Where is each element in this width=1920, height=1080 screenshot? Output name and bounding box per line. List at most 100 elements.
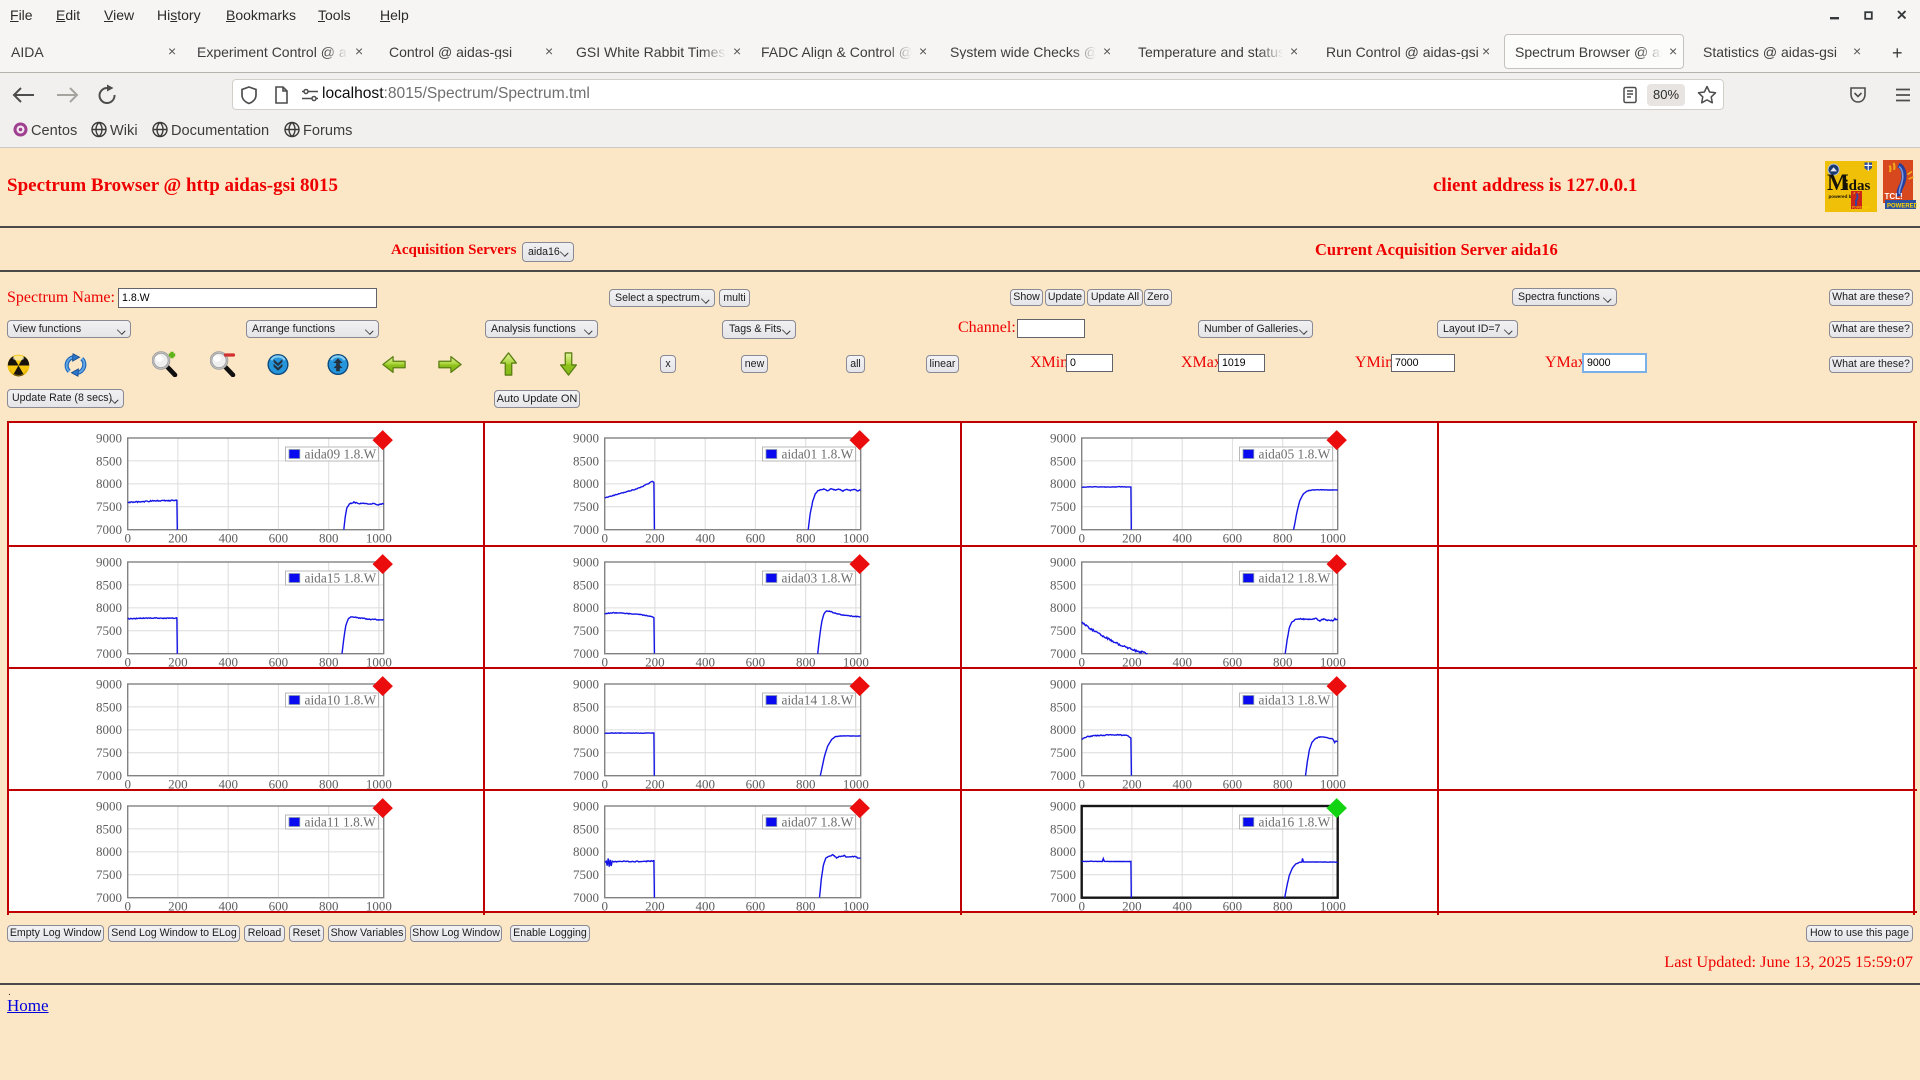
svg-text:200: 200 [168,776,188,791]
svg-text:0: 0 [601,654,608,669]
svg-text:200: 200 [168,898,188,913]
svg-text:7000: 7000 [573,522,599,537]
svg-text:aida14 1.8.W: aida14 1.8.W [781,692,853,707]
svg-text:7000: 7000 [573,768,599,783]
svg-text:600: 600 [1222,530,1242,545]
svg-text:400: 400 [218,530,238,545]
svg-text:400: 400 [1172,898,1192,913]
svg-text:7500: 7500 [573,745,599,760]
svg-text:400: 400 [1172,654,1192,669]
svg-text:0: 0 [1078,776,1085,791]
svg-text:8000: 8000 [96,722,122,737]
svg-text:600: 600 [745,776,765,791]
svg-text:8000: 8000 [573,722,599,737]
svg-text:9000: 9000 [96,430,122,445]
svg-text:200: 200 [1122,530,1142,545]
svg-text:1000: 1000 [366,898,392,913]
svg-text:aida11 1.8.W: aida11 1.8.W [305,814,377,829]
svg-text:8500: 8500 [573,453,599,468]
svg-text:7000: 7000 [96,522,122,537]
svg-text:0: 0 [1078,898,1085,913]
svg-text:8500: 8500 [573,821,599,836]
svg-text:7500: 7500 [1050,745,1076,760]
svg-text:8000: 8000 [96,476,122,491]
svg-text:200: 200 [1122,776,1142,791]
svg-text:9000: 9000 [96,798,122,813]
svg-text:aida10 1.8.W: aida10 1.8.W [305,692,377,707]
svg-text:aida13 1.8.W: aida13 1.8.W [1258,692,1330,707]
svg-text:0: 0 [124,530,131,545]
svg-text:8000: 8000 [1050,600,1076,615]
svg-text:400: 400 [1172,776,1192,791]
svg-text:8500: 8500 [573,577,599,592]
svg-text:200: 200 [645,530,665,545]
svg-text:M: M [1827,170,1849,195]
svg-text:8500: 8500 [96,453,122,468]
svg-text:1000: 1000 [1319,898,1345,913]
svg-text:1000: 1000 [366,654,392,669]
svg-text:7500: 7500 [1050,867,1076,882]
svg-text:aida09 1.8.W: aida09 1.8.W [305,446,377,461]
svg-text:400: 400 [218,898,238,913]
svg-text:1000: 1000 [1319,776,1345,791]
svg-text:600: 600 [1222,776,1242,791]
svg-text:7000: 7000 [96,768,122,783]
svg-text:TCL!: TCL! [1885,192,1903,201]
svg-text:1000: 1000 [842,530,868,545]
svg-text:600: 600 [269,530,289,545]
svg-text:8500: 8500 [96,699,122,714]
svg-text:aida16 1.8.W: aida16 1.8.W [1258,814,1330,829]
svg-text:8000: 8000 [573,476,599,491]
svg-text:9000: 9000 [1050,676,1076,691]
svg-text:7000: 7000 [1050,522,1076,537]
svg-text:800: 800 [795,898,815,913]
svg-text:7000: 7000 [1050,768,1076,783]
svg-text:400: 400 [695,654,715,669]
svg-text:200: 200 [645,776,665,791]
svg-text:7500: 7500 [96,623,122,638]
svg-text:1000: 1000 [842,654,868,669]
svg-text:8000: 8000 [1050,722,1076,737]
svg-text:7000: 7000 [96,646,122,661]
svg-text:0: 0 [124,898,131,913]
svg-text:7500: 7500 [96,867,122,882]
svg-text:0: 0 [124,776,131,791]
svg-text:9000: 9000 [1050,430,1076,445]
svg-text:7000: 7000 [1050,890,1076,905]
svg-text:0: 0 [601,776,608,791]
svg-text:aida15 1.8.W: aida15 1.8.W [305,570,377,585]
svg-text:200: 200 [168,654,188,669]
svg-text:8500: 8500 [1050,821,1076,836]
svg-text:200: 200 [645,898,665,913]
svg-text:1000: 1000 [1319,654,1345,669]
svg-text:8500: 8500 [573,699,599,714]
svg-text:9000: 9000 [1050,798,1076,813]
svg-text:7500: 7500 [96,745,122,760]
svg-text:8500: 8500 [1050,453,1076,468]
svg-text:7500: 7500 [1050,623,1076,638]
svg-text:7500: 7500 [1050,499,1076,514]
svg-text:7500: 7500 [573,499,599,514]
svg-text:8500: 8500 [96,577,122,592]
svg-text:aida01 1.8.W: aida01 1.8.W [781,446,853,461]
svg-text:600: 600 [1222,898,1242,913]
svg-text:9000: 9000 [96,676,122,691]
svg-text:1000: 1000 [842,776,868,791]
svg-text:400: 400 [218,776,238,791]
svg-text:idas: idas [1845,178,1871,194]
svg-text:powered by: powered by [1829,194,1855,199]
svg-text:600: 600 [269,654,289,669]
svg-text:7500: 7500 [573,623,599,638]
svg-text:aida12 1.8.W: aida12 1.8.W [1258,570,1330,585]
svg-text:aida03 1.8.W: aida03 1.8.W [781,570,853,585]
svg-text:800: 800 [795,776,815,791]
svg-text:800: 800 [319,530,339,545]
svg-text:1000: 1000 [1319,530,1345,545]
svg-text:600: 600 [269,898,289,913]
svg-text:7000: 7000 [96,890,122,905]
svg-text:0: 0 [124,654,131,669]
svg-text:1000: 1000 [366,530,392,545]
svg-text:7000: 7000 [573,646,599,661]
svg-text:aida05 1.8.W: aida05 1.8.W [1258,446,1330,461]
svg-text:9000: 9000 [573,676,599,691]
